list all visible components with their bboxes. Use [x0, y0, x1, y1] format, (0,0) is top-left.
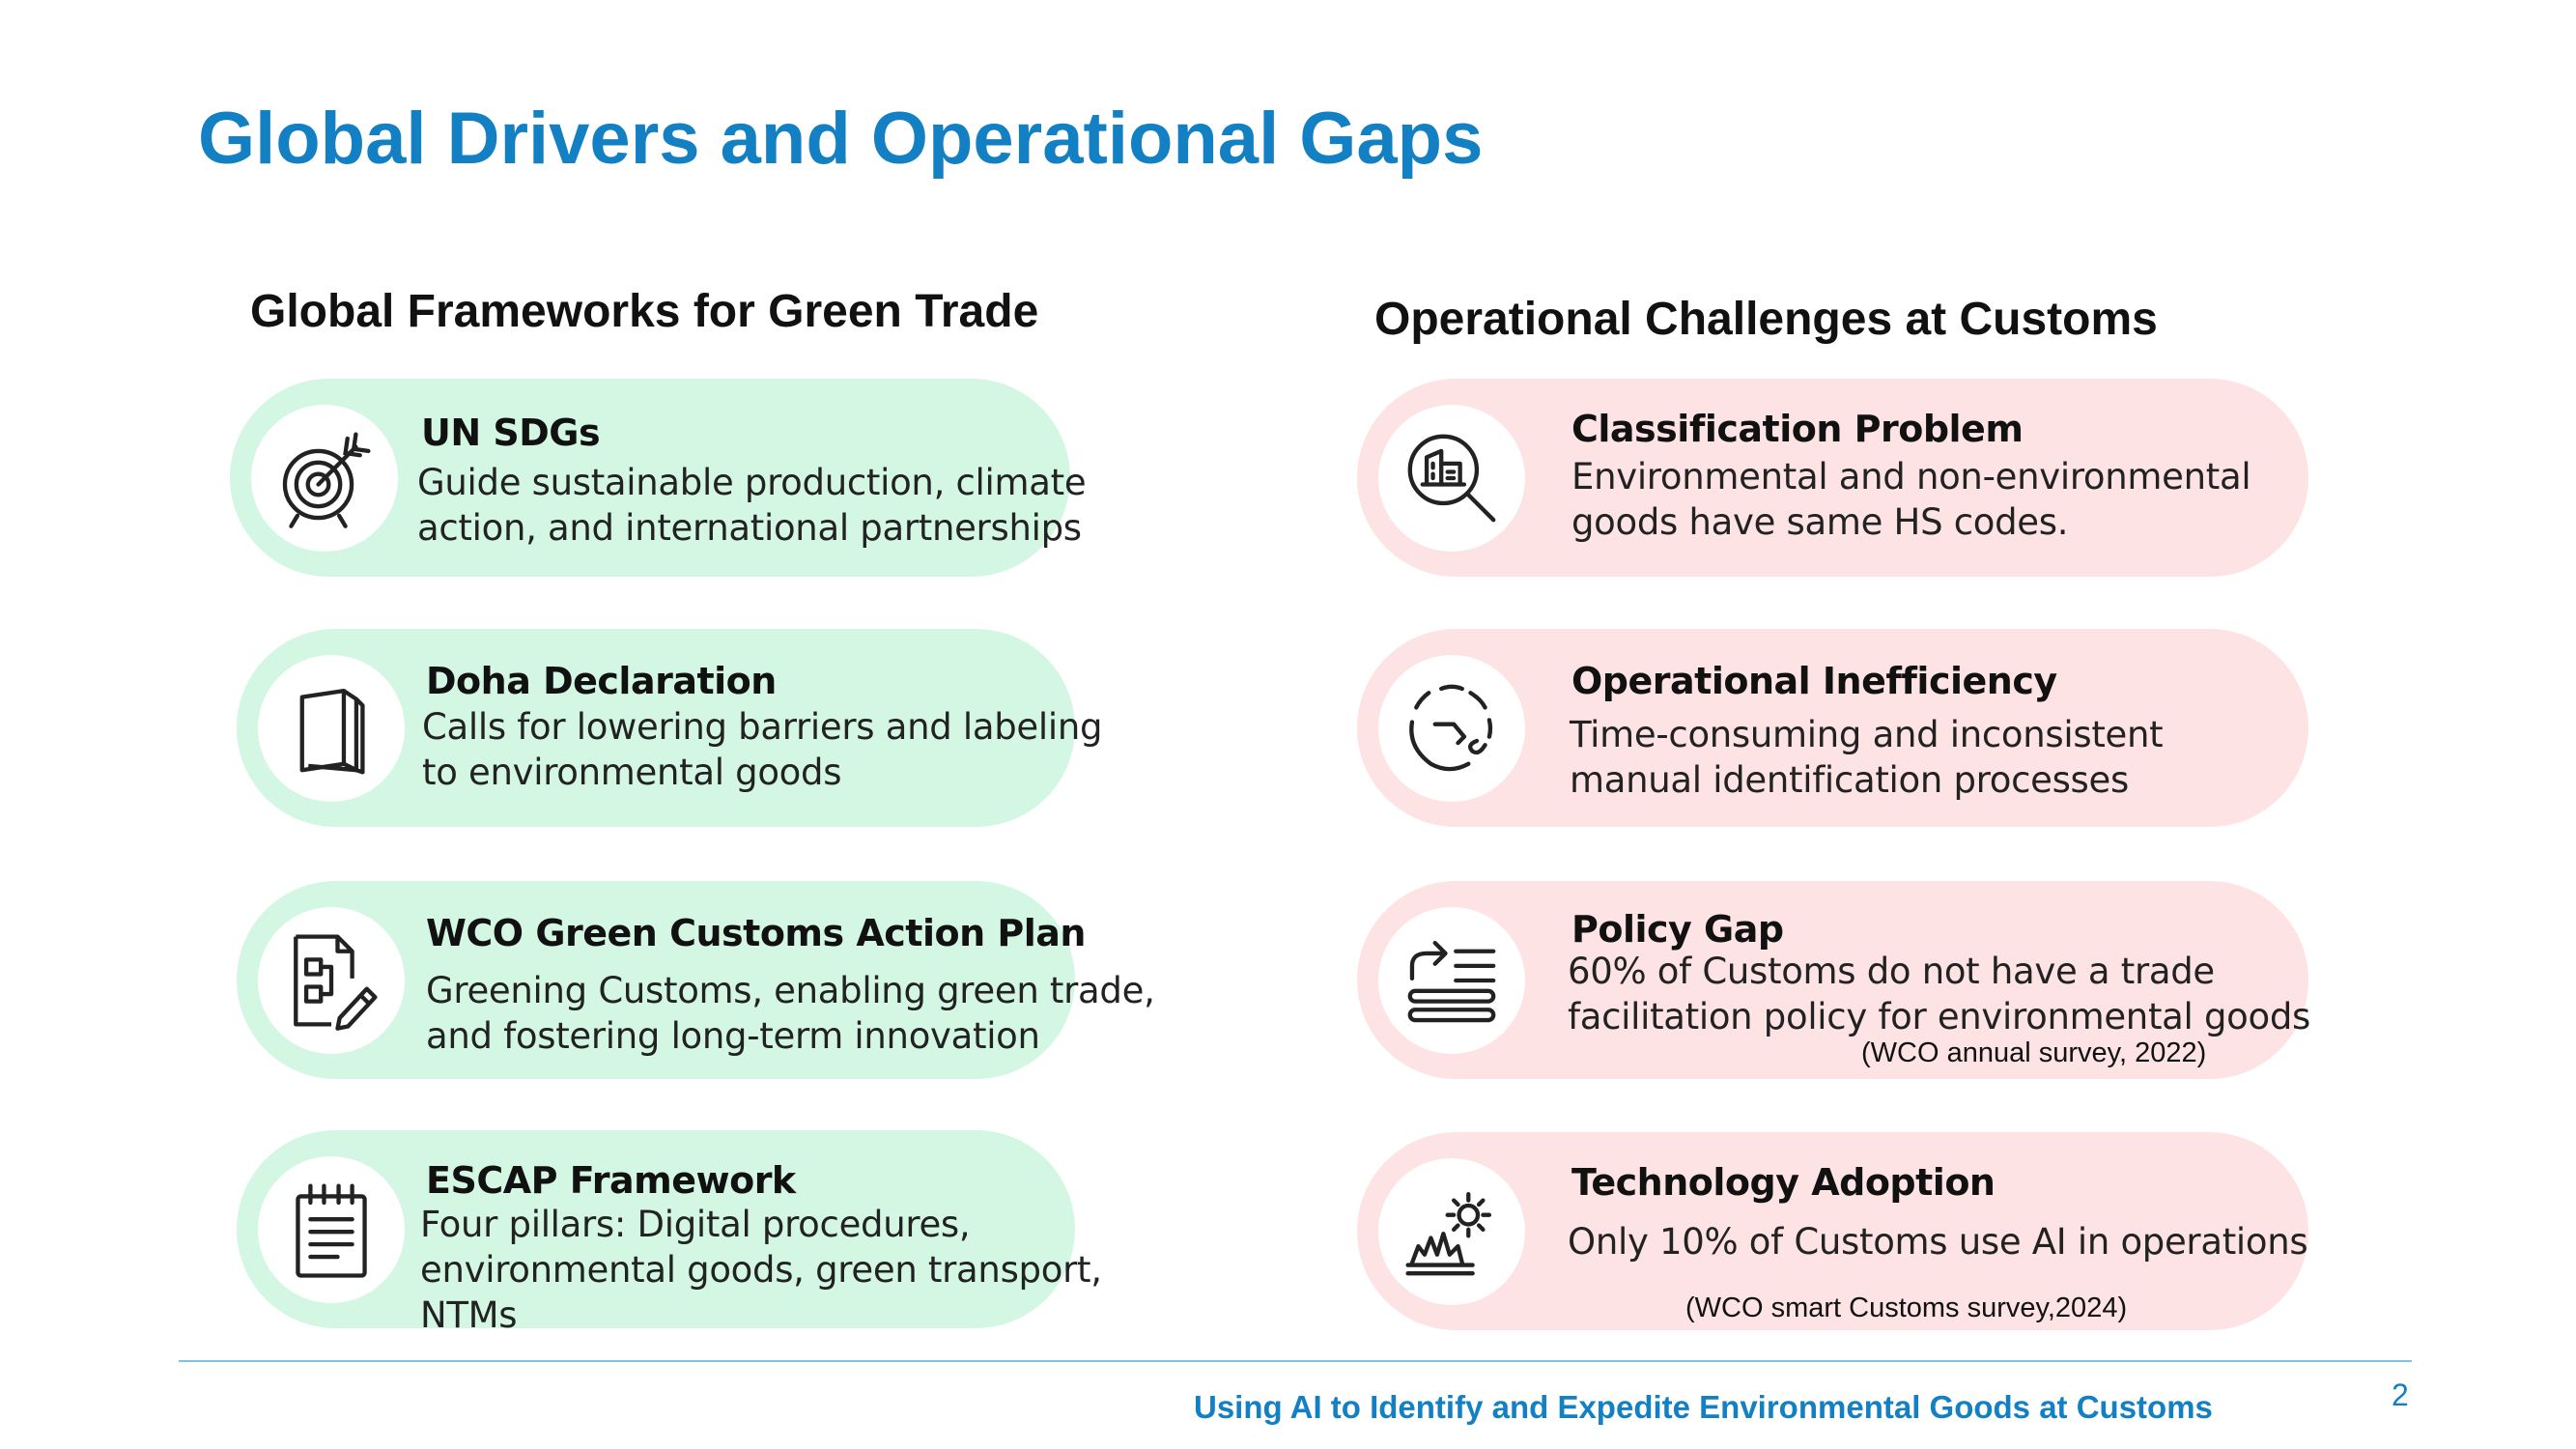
card-title: Operational Inefficiency: [1571, 660, 2057, 702]
card-description: Environmental and non-environmental good…: [1571, 456, 2251, 543]
book-icon: [258, 655, 405, 802]
card-title: UN SDGs: [421, 412, 601, 454]
document-edit-icon: [258, 907, 405, 1054]
card-title: Doha Declaration: [426, 660, 777, 702]
left-column-heading: Global Frameworks for Green Trade: [250, 286, 1039, 337]
framework-card-doha: Doha Declaration Calls for lowering barr…: [237, 629, 1102, 827]
card-description: Only 10% of Customs use AI in operations: [1568, 1221, 2308, 1263]
card-description: Time-consuming and inconsistent manual i…: [1570, 714, 2164, 801]
card-title: Classification Problem: [1571, 408, 2024, 450]
notepad-icon: [258, 1156, 405, 1303]
card-description: Greening Customs, enabling green trade, …: [426, 970, 1155, 1057]
search-building-icon: [1378, 405, 1525, 552]
card-title: WCO Green Customs Action Plan: [426, 912, 1086, 954]
challenge-card-technology: Technology Adoption Only 10% of Customs …: [1357, 1132, 2308, 1330]
framework-card-wco-green-customs: WCO Green Customs Action Plan Greening C…: [237, 881, 1155, 1079]
card-title: Technology Adoption: [1571, 1161, 1996, 1204]
card-description: Calls for lowering barriers and labeling…: [422, 706, 1103, 793]
source-note: (WCO smart Customs survey,2024): [1685, 1293, 2128, 1323]
target-icon: [251, 405, 398, 552]
page-number: 2: [2392, 1378, 2409, 1412]
framework-card-escap: ESCAP Framework Four pillars: Digital pr…: [237, 1130, 1102, 1336]
card-title: ESCAP Framework: [426, 1159, 796, 1202]
card-title: Policy Gap: [1571, 908, 1784, 951]
challenge-card-policy-gap: Policy Gap 60% of Customs do not have a …: [1357, 881, 2310, 1079]
right-column-heading: Operational Challenges at Customs: [1374, 294, 2158, 345]
slide-title: Global Drivers and Operational Gaps: [198, 98, 1484, 180]
card-description: Four pillars: Digital procedures, enviro…: [420, 1204, 1102, 1336]
footer-title: Using AI to Identify and Expedite Enviro…: [1194, 1389, 2213, 1425]
challenge-card-classification: Classification Problem Environmental and…: [1357, 379, 2308, 577]
card-description: Guide sustainable production, climate ac…: [417, 462, 1087, 549]
card-description: 60% of Customs do not have a trade facil…: [1568, 951, 2310, 1037]
challenge-card-inefficiency: Operational Inefficiency Time-consuming …: [1357, 629, 2308, 827]
framework-card-un-sdgs: UN SDGs Guide sustainable production, cl…: [230, 379, 1087, 577]
dashed-cycle-icon: [1378, 655, 1525, 802]
factory-gear-icon: [1378, 1158, 1525, 1305]
policy-list-icon: [1378, 907, 1525, 1054]
source-note: (WCO annual survey, 2022): [1861, 1037, 2207, 1068]
footer-divider: [179, 1360, 2412, 1362]
